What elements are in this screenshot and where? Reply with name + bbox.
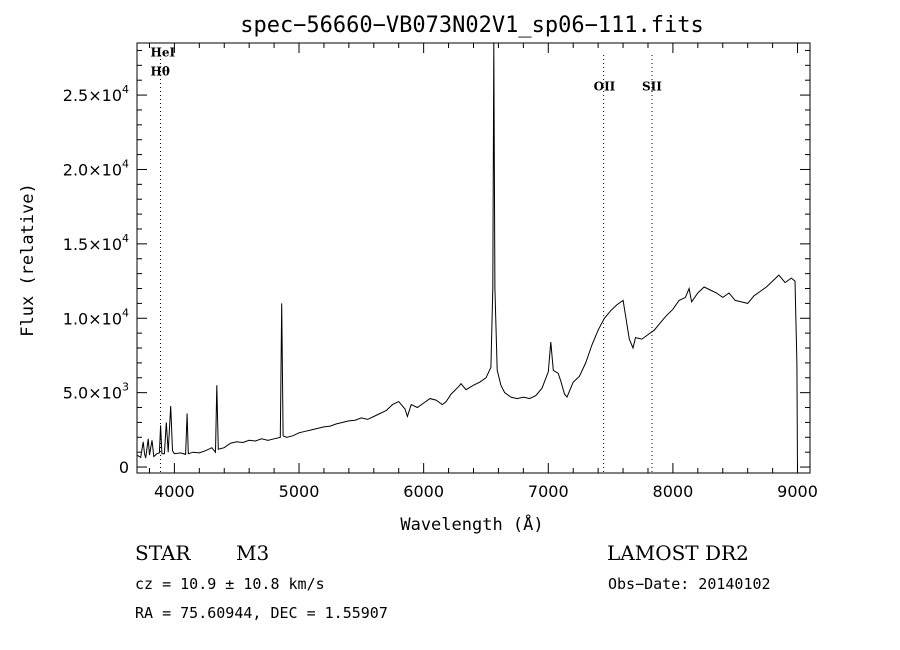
spectral-line-markers: HeI Hθ OII SII [151,45,662,473]
y-tick-exponent: 4 [122,306,129,319]
y-tick-label: 0 [119,458,129,477]
object-class: STAR [135,541,191,565]
survey-name: LAMOST DR2 [607,541,749,565]
line-marker-label: HeI [151,45,176,59]
x-tick-label: 6000 [403,482,444,501]
line-marker-label: OII [594,80,616,94]
y-tick-exponent: 4 [122,232,129,245]
x-tick-label: 4000 [154,482,195,501]
y-tick-label: 1.0×104 [63,306,129,328]
x-tick-label: 7000 [528,482,569,501]
spectrum-line [136,42,798,474]
y-tick-mantissa: 2.0×10 [63,160,122,179]
x-axis-label: Wavelength (Å) [400,513,543,535]
line-marker-label: SII [642,80,662,94]
x-tick-label: 9000 [777,482,818,501]
y-tick-exponent: 4 [122,157,129,170]
spectrum-series [136,42,798,474]
y-tick-exponent: 4 [122,83,129,96]
ra-dec-coordinates: RA = 75.60944, DEC = 1.55907 [135,604,388,622]
y-tick-label: 5.0×103 [63,381,129,403]
redshift-cz: cz = 10.9 ± 10.8 km/s [135,575,325,593]
y-tick-label: 2.5×104 [63,83,129,105]
y-tick-label: 1.5×104 [63,232,129,254]
y-axis-label: Flux (relative) [18,183,38,337]
y-tick-mantissa: 5.0×10 [63,384,122,403]
y-tick-mantissa: 1.0×10 [63,309,122,328]
y-tick-mantissa: 2.5×10 [63,86,122,105]
x-tick-label: 5000 [279,482,320,501]
y-tick-label: 2.0×104 [63,157,129,179]
line-marker-label: Hθ [151,65,170,79]
y-tick-mantissa: 1.5×10 [63,235,122,254]
chart-title: spec−56660−VB073N02V1_sp06−111.fits [240,13,704,38]
object-subclass: M3 [236,541,270,565]
observation-date: Obs−Date: 20140102 [608,575,771,593]
plot-frame [136,42,811,474]
x-tick-label: 8000 [653,482,694,501]
x-axis: 4000 5000 6000 7000 8000 9000 [148,43,818,501]
y-tick-exponent: 3 [122,381,129,394]
y-tick-mantissa: 0 [119,458,129,477]
